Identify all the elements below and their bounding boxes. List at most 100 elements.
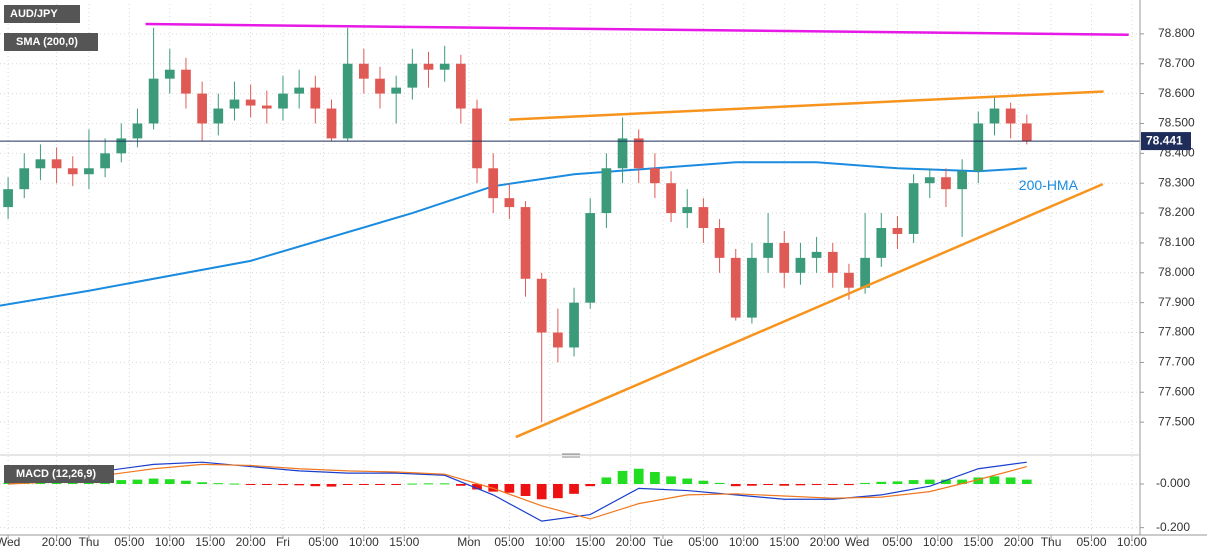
candle-body xyxy=(989,108,1000,124)
candle-body xyxy=(278,93,288,109)
macd-histogram-bar xyxy=(730,484,741,487)
x-tick-label: 05:00 xyxy=(688,535,718,549)
candle-body xyxy=(407,63,418,88)
candle-body xyxy=(342,63,353,139)
candle-body xyxy=(553,332,563,348)
candle-body xyxy=(213,108,224,124)
candle-body xyxy=(51,159,62,169)
trend-line xyxy=(515,182,1104,439)
symbol-box xyxy=(4,5,80,23)
macd-histogram-bar xyxy=(423,483,434,485)
candle-body xyxy=(941,177,951,190)
candle-body xyxy=(827,251,838,273)
y-tick-label: 78.700 xyxy=(1158,56,1195,70)
candle-body xyxy=(908,183,919,234)
candle-body xyxy=(245,99,256,106)
macd-histogram-bar xyxy=(197,482,207,484)
macd-histogram-bar xyxy=(148,478,159,484)
x-tick-label: 20:00 xyxy=(616,535,646,549)
x-tick-label: 10:00 xyxy=(155,535,185,549)
macd-histogram-bar xyxy=(342,484,353,485)
macd-histogram-bar xyxy=(407,483,418,485)
candle-body xyxy=(197,93,207,124)
x-tick-label: 05:00 xyxy=(114,535,144,549)
candle-body xyxy=(585,213,596,303)
candle-body xyxy=(391,87,402,94)
candle-body xyxy=(294,87,304,94)
macd-histogram-bar xyxy=(229,483,240,485)
candle-body xyxy=(795,257,806,273)
y-tick-label: 77.600 xyxy=(1158,384,1195,398)
candle-body xyxy=(601,168,612,214)
y-tick-label: 78.300 xyxy=(1158,175,1195,189)
indicator-label: SMA (200,0) xyxy=(16,36,78,48)
macd-histogram-bar xyxy=(358,484,369,485)
candle-body xyxy=(358,63,369,79)
macd-histogram-bar xyxy=(633,468,644,484)
macd-histogram-bar xyxy=(844,484,854,486)
candle-body xyxy=(164,69,175,79)
candle-body xyxy=(682,207,693,214)
candle-body xyxy=(67,168,78,175)
y-tick-label: -0.000 xyxy=(1156,476,1190,490)
macd-histogram-bar xyxy=(278,484,288,486)
candle-body xyxy=(536,278,547,333)
macd-histogram-bar xyxy=(553,484,563,499)
candle-body xyxy=(617,138,628,169)
macd-histogram-bar xyxy=(456,484,466,486)
candle-body xyxy=(181,69,191,94)
macd-histogram-bar xyxy=(714,482,725,484)
macd-label: MACD (12,26,9) xyxy=(16,468,96,480)
macd-histogram-bar xyxy=(779,484,790,486)
macd-histogram-bar xyxy=(310,484,321,487)
candle-body xyxy=(730,257,741,318)
macd-histogram-bar xyxy=(132,479,143,484)
trend-line xyxy=(145,22,1129,37)
y-tick-label: 78.500 xyxy=(1158,116,1195,130)
x-tick-label: 15:00 xyxy=(963,535,993,549)
x-tick-label: 20:00 xyxy=(236,535,266,549)
y-tick-label: 78.600 xyxy=(1158,86,1195,100)
y-tick-label: 77.500 xyxy=(1158,414,1195,428)
macd-histogram-bar xyxy=(941,479,951,484)
macd-histogram-bar xyxy=(601,477,612,484)
macd-histogram-bar xyxy=(504,484,515,493)
x-tick-label: Thu xyxy=(79,535,100,549)
macd-histogram-bar xyxy=(876,481,887,484)
candle-body xyxy=(924,177,935,184)
trend-line xyxy=(509,90,1104,121)
y-tick-label: 78.100 xyxy=(1158,235,1195,249)
candle-body xyxy=(1021,123,1032,142)
macd-histogram-bar xyxy=(439,483,450,485)
candle-body xyxy=(132,123,143,139)
macd-histogram-bar xyxy=(520,484,531,496)
candle-body xyxy=(488,168,499,199)
candle-body xyxy=(326,108,337,139)
x-tick-label: 20:00 xyxy=(1004,535,1034,549)
x-tick-label: 05:00 xyxy=(882,535,912,549)
x-tick-label: Wed xyxy=(845,535,869,549)
macd-histogram-bar xyxy=(391,484,402,485)
macd-histogram-bar xyxy=(326,484,337,487)
candle-body xyxy=(779,242,790,273)
macd-histogram-bar xyxy=(294,484,304,486)
y-tick-label: -0.200 xyxy=(1156,520,1190,534)
macd-histogram-bar xyxy=(650,472,660,484)
x-tick-label: 20:00 xyxy=(42,535,72,549)
macd-histogram-bar xyxy=(682,478,693,484)
candle-body xyxy=(261,105,272,109)
macd-histogram-bar xyxy=(213,483,224,485)
macd-histogram-bar xyxy=(860,482,870,484)
candle-body xyxy=(1005,108,1016,124)
x-tick-label: 10:00 xyxy=(349,535,379,549)
candle-body xyxy=(876,228,887,258)
candle-body xyxy=(860,257,870,288)
x-tick-label: Tue xyxy=(653,535,674,549)
macd-histogram-bar xyxy=(375,484,385,485)
macd-histogram-bar xyxy=(924,479,935,484)
candle-body xyxy=(19,168,30,190)
macd-histogram-bar xyxy=(569,484,579,494)
x-tick-label: 05:00 xyxy=(494,535,524,549)
macd-histogram-bar xyxy=(164,479,175,484)
candle-body xyxy=(811,251,822,258)
